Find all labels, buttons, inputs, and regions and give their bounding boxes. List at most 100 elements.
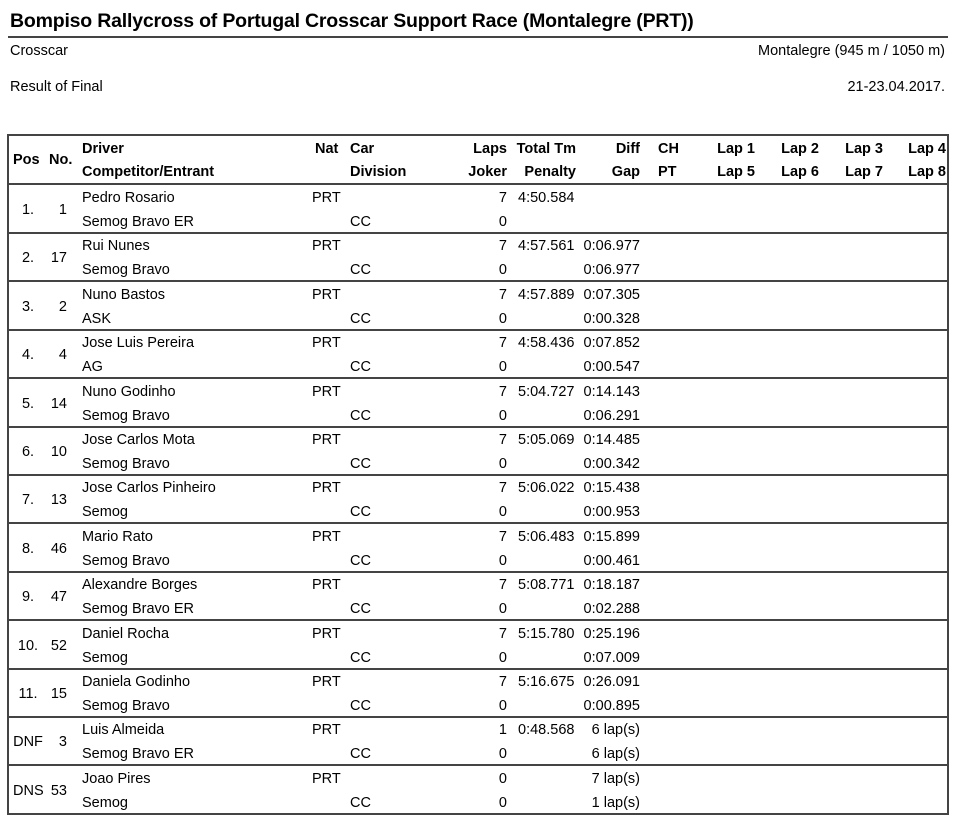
- cell-joker: 0: [498, 698, 507, 714]
- cell-no: 1: [58, 202, 67, 218]
- cell-driver: Jose Luis Pereira: [82, 335, 195, 352]
- cell-laps: 7: [498, 528, 507, 545]
- cell-diff: 0:06.977: [583, 238, 640, 255]
- cell-gap: 0:00.342: [583, 456, 640, 472]
- cell-nat: PRT: [312, 674, 341, 690]
- table-row: 1. 1 Pedro Rosario Semog Bravo ER PRT CC 7 0 4:5…: [9, 185, 947, 234]
- cell-total: 5:06.022: [518, 480, 575, 497]
- cell-total: 5:06.483: [518, 528, 575, 545]
- cell-division: CC: [350, 407, 371, 424]
- table-row: 10. 52 Daniel Rocha Semog PRT CC 7 0 5:15.780 0:2…: [9, 621, 947, 670]
- col-pt: PT: [658, 164, 677, 180]
- cell-pos: 7.: [21, 492, 35, 509]
- cell-pos: 3.: [21, 298, 35, 315]
- cell-laps: 7: [498, 190, 507, 206]
- cell-division: CC: [350, 649, 371, 666]
- cell-gap: 0:06.977: [583, 262, 640, 279]
- table-row: 8. 46 Mario Rato Semog Bravo PRT CC 7 0 5:06.483…: [9, 524, 947, 573]
- cell-laps: 7: [498, 480, 507, 497]
- cell-diff: 0:14.143: [583, 383, 640, 400]
- cell-joker: 0: [498, 407, 507, 424]
- cell-gap: 1 lap(s): [591, 794, 640, 811]
- col-joker: Joker: [468, 164, 507, 180]
- cell-laps: 7: [498, 335, 507, 352]
- cell-laps: 7: [498, 432, 507, 448]
- cell-pos: 4.: [21, 347, 35, 364]
- cell-division: CC: [350, 359, 371, 376]
- cell-competitor: Semog: [82, 504, 128, 521]
- cell-no: 17: [50, 250, 67, 267]
- col-division: Division: [350, 164, 407, 180]
- cell-driver: Mario Rato: [82, 528, 153, 545]
- cell-joker: 0: [498, 310, 507, 327]
- cell-nat: PRT: [312, 432, 341, 448]
- cell-total: 5:16.675: [518, 674, 575, 690]
- col-no: No.: [49, 152, 73, 168]
- cell-total: 0:48.568: [518, 722, 575, 739]
- cell-driver: Jose Carlos Pinheiro: [82, 480, 216, 497]
- cell-joker: 0: [498, 262, 507, 279]
- col-lap3: Lap 3: [845, 141, 883, 157]
- cell-pos: 8.: [21, 540, 35, 557]
- cell-diff: 0:26.091: [583, 674, 640, 690]
- cell-nat: PRT: [312, 770, 341, 787]
- cell-driver: Pedro Rosario: [82, 190, 175, 206]
- cell-no: 52: [50, 637, 67, 654]
- cell-competitor: Semog Bravo ER: [82, 601, 195, 618]
- col-pos: Pos: [13, 152, 40, 168]
- cell-no: 46: [50, 540, 67, 557]
- cell-nat: PRT: [312, 238, 341, 255]
- cell-gap: 0:02.288: [583, 601, 640, 618]
- cell-no: 13: [50, 492, 67, 509]
- cell-diff: 0:18.187: [583, 577, 640, 594]
- table-row: DNS 53 Joao Pires Semog PRT CC 0 0 7 lap(s) 1 lap…: [9, 766, 947, 813]
- cell-total: 4:50.584: [518, 190, 575, 206]
- cell-gap: 0:00.461: [583, 552, 640, 569]
- cell-competitor: AG: [82, 359, 103, 376]
- col-lap8: Lap 8: [908, 164, 946, 180]
- cell-pos: DNS: [13, 782, 44, 799]
- cell-laps: 7: [498, 238, 507, 255]
- cell-division: CC: [350, 746, 371, 763]
- cell-joker: 0: [498, 649, 507, 666]
- cell-nat: PRT: [312, 383, 341, 400]
- cell-driver: Rui Nunes: [82, 238, 150, 255]
- col-total: Total Tm: [516, 141, 576, 157]
- table-header: Pos No. Driver Competitor/Entrant Nat Ca…: [9, 136, 947, 185]
- col-lap6: Lap 6: [781, 164, 819, 180]
- cell-pos: 10.: [17, 637, 39, 654]
- cell-joker: 0: [498, 794, 507, 811]
- cell-division: CC: [350, 456, 371, 472]
- cell-nat: PRT: [312, 577, 341, 594]
- col-nat: Nat: [315, 141, 339, 157]
- table-row: DNF 3 Luis Almeida Semog Bravo ER PRT CC 1 0 0:4…: [9, 717, 947, 767]
- cell-competitor: Semog Bravo: [82, 456, 170, 472]
- cell-total: 4:57.889: [518, 286, 575, 303]
- cell-joker: 0: [498, 359, 507, 376]
- table-row: 4. 4 Jose Luis Pereira AG PRT CC 7 0 4:58.436 0:0…: [9, 330, 947, 380]
- page-title: Bompiso Rallycross of Portugal Crosscar …: [10, 10, 694, 32]
- cell-joker: 0: [498, 504, 507, 521]
- cell-laps: 7: [498, 625, 507, 642]
- cell-diff: 0:25.196: [583, 625, 640, 642]
- cell-driver: Nuno Bastos: [82, 286, 166, 303]
- cell-total: 5:04.727: [518, 383, 575, 400]
- table-row: 11. 15 Daniela Godinho Semog Bravo PRT CC 7 0 5:…: [9, 669, 947, 718]
- result-type: Result of Final: [10, 79, 103, 95]
- cell-joker: 0: [498, 601, 507, 618]
- cell-division: CC: [350, 698, 371, 714]
- venue: Montalegre (945 m / 1050 m): [758, 43, 945, 59]
- cell-gap: 0:00.953: [583, 504, 640, 521]
- cell-diff: 0:14.485: [583, 432, 640, 448]
- cell-laps: 7: [498, 286, 507, 303]
- category: Crosscar: [10, 43, 69, 59]
- cell-competitor: Semog Bravo: [82, 698, 170, 714]
- col-lap1: Lap 1: [717, 141, 755, 157]
- cell-laps: 1: [498, 722, 507, 739]
- cell-driver: Daniela Godinho: [82, 674, 191, 690]
- table-row: 5. 14 Nuno Godinho Semog Bravo PRT CC 7 0 5:04.7…: [9, 379, 947, 428]
- cell-gap: 0:00.547: [583, 359, 640, 376]
- cell-joker: 0: [498, 214, 507, 230]
- col-gap: Gap: [611, 164, 640, 180]
- cell-competitor: Semog Bravo: [82, 407, 170, 424]
